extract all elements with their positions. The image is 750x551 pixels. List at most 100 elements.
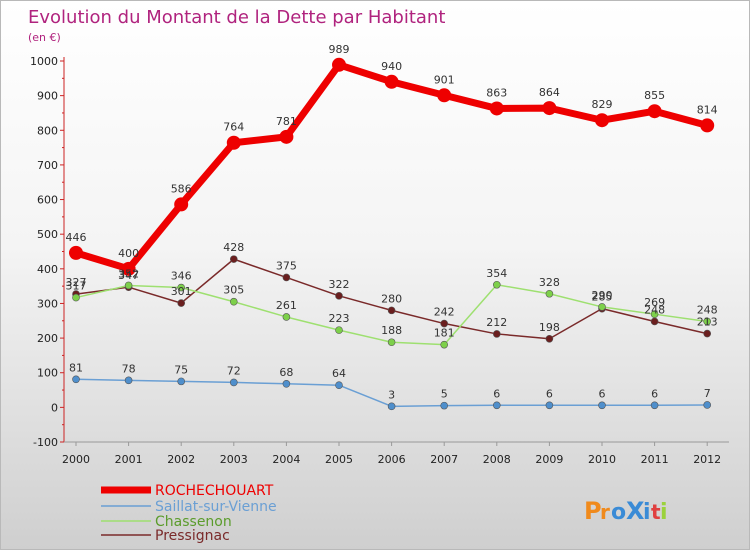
data-label: 322 — [329, 278, 350, 291]
data-point — [440, 401, 449, 410]
data-point — [279, 129, 294, 144]
data-label: 863 — [486, 86, 507, 99]
data-label: 78 — [122, 362, 136, 375]
data-point — [282, 273, 291, 282]
x-tick-label: 2007 — [430, 453, 458, 466]
y-tick-label: 900 — [37, 90, 58, 103]
data-label: 6 — [651, 387, 658, 400]
data-point — [332, 57, 346, 72]
x-tick-label: 2001 — [115, 453, 143, 466]
data-point — [703, 401, 712, 409]
data-point — [387, 338, 396, 347]
data-label: 7 — [704, 387, 711, 400]
data-label: 212 — [486, 316, 507, 329]
data-point — [72, 293, 80, 302]
data-point — [595, 113, 609, 128]
logo-letter: i — [643, 500, 651, 525]
data-point — [226, 135, 241, 150]
logo-letter: i — [660, 500, 668, 525]
logo-letter: P — [584, 497, 602, 525]
data-point — [174, 197, 189, 212]
data-point — [177, 283, 185, 292]
legend-label: Pressignac — [155, 528, 230, 544]
data-point — [545, 334, 554, 343]
data-point — [230, 255, 238, 263]
data-label: 940 — [381, 60, 402, 73]
data-point — [703, 329, 712, 338]
data-point — [335, 381, 343, 389]
data-label: 989 — [329, 43, 350, 56]
data-label: 354 — [486, 267, 507, 280]
data-label: 261 — [276, 299, 297, 312]
data-point — [545, 401, 554, 410]
series-line-0 — [72, 61, 711, 273]
data-label: 301 — [171, 285, 192, 298]
data-point — [387, 402, 396, 411]
data-label: 290 — [592, 289, 613, 302]
data-point — [335, 326, 343, 334]
data-label: 72 — [227, 364, 241, 377]
data-label: 428 — [223, 241, 244, 254]
legend: ROCHECHOUARTSaillat-sur-VienneChassenonP… — [101, 483, 277, 544]
data-label: 814 — [697, 103, 718, 116]
data-point — [72, 375, 80, 384]
data-label: 75 — [174, 363, 188, 376]
data-point — [489, 101, 504, 116]
y-tick-label: 0 — [51, 401, 58, 414]
data-label: 829 — [592, 98, 613, 111]
data-label: 6 — [493, 387, 500, 400]
data-label: 901 — [434, 73, 455, 86]
data-point — [647, 104, 662, 119]
y-tick-label: 100 — [37, 367, 58, 380]
data-label: 188 — [381, 324, 402, 337]
y-tick-label: -100 — [33, 436, 58, 449]
data-point — [177, 299, 185, 307]
data-label: 446 — [66, 231, 87, 244]
data-point — [650, 310, 659, 318]
x-tick-label: 2002 — [167, 453, 195, 466]
x-tick-label: 2011 — [641, 453, 669, 466]
data-point — [650, 401, 659, 410]
data-point — [703, 317, 712, 326]
data-point — [440, 340, 449, 349]
data-point — [545, 289, 554, 298]
data-label: 327 — [66, 276, 87, 289]
x-tick-label: 2003 — [220, 453, 248, 466]
data-point — [440, 319, 449, 328]
x-tick-label: 2000 — [62, 453, 90, 466]
data-point — [124, 281, 133, 290]
data-label: 223 — [329, 312, 350, 325]
data-label: 64 — [332, 367, 346, 380]
x-tick-label: 2009 — [535, 453, 563, 466]
data-point — [387, 306, 396, 315]
chart-subtitle: (en €) — [28, 31, 61, 44]
x-tick-label: 2010 — [588, 453, 616, 466]
data-point — [121, 261, 136, 276]
data-label: 864 — [539, 86, 560, 99]
data-point — [177, 377, 185, 386]
data-label: 305 — [223, 284, 244, 297]
data-point — [650, 317, 659, 326]
x-tick-label: 2008 — [483, 453, 511, 466]
data-point — [384, 74, 399, 89]
data-label: 269 — [644, 296, 665, 309]
y-tick-label: 1000 — [30, 55, 58, 68]
data-label: 317 — [66, 280, 87, 293]
data-point — [230, 378, 238, 387]
x-tick-label: 2005 — [325, 453, 353, 466]
data-label: 781 — [276, 115, 297, 128]
x-tick-label: 2012 — [693, 453, 721, 466]
data-point — [492, 401, 501, 410]
proxiti-logo: Pr o Xi t i — [584, 497, 668, 525]
logo-letter: o — [611, 500, 626, 525]
data-label: 328 — [539, 276, 560, 289]
data-point — [230, 297, 238, 306]
data-label: 248 — [644, 303, 665, 316]
y-tick-label: 300 — [37, 297, 58, 310]
legend-label: ROCHECHOUART — [155, 483, 274, 499]
data-label: 280 — [381, 292, 402, 305]
data-point — [124, 376, 133, 385]
y-tick-label: 700 — [37, 159, 58, 172]
